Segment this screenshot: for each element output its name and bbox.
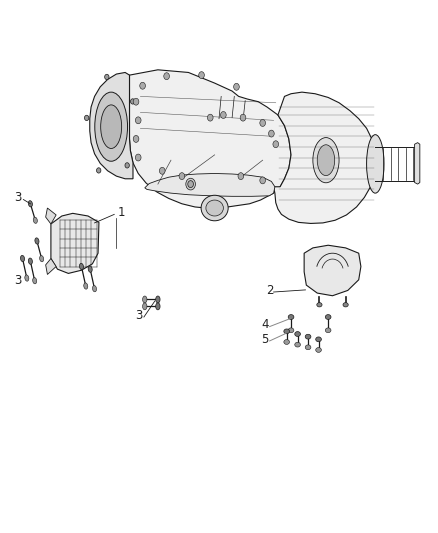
Ellipse shape: [316, 348, 321, 352]
Ellipse shape: [33, 217, 37, 223]
Ellipse shape: [96, 168, 101, 173]
Ellipse shape: [28, 258, 32, 264]
Ellipse shape: [79, 263, 84, 270]
Ellipse shape: [84, 283, 88, 289]
Ellipse shape: [305, 334, 311, 339]
Text: 1: 1: [117, 206, 125, 219]
Polygon shape: [46, 259, 56, 274]
Ellipse shape: [233, 83, 239, 90]
Ellipse shape: [95, 92, 127, 161]
Ellipse shape: [295, 342, 300, 347]
Ellipse shape: [143, 296, 147, 303]
Ellipse shape: [28, 200, 32, 207]
Ellipse shape: [92, 286, 96, 292]
Text: 4: 4: [261, 318, 268, 331]
Ellipse shape: [316, 337, 321, 342]
Ellipse shape: [295, 332, 300, 336]
Ellipse shape: [140, 82, 145, 89]
Ellipse shape: [133, 135, 139, 142]
Ellipse shape: [199, 71, 205, 78]
Text: 3: 3: [135, 309, 142, 321]
Ellipse shape: [343, 303, 348, 307]
Ellipse shape: [105, 74, 109, 79]
Text: 3: 3: [14, 273, 21, 287]
Ellipse shape: [101, 105, 122, 149]
Ellipse shape: [317, 145, 335, 175]
Ellipse shape: [201, 195, 228, 221]
Polygon shape: [46, 208, 56, 224]
Ellipse shape: [188, 181, 194, 188]
Ellipse shape: [88, 266, 92, 272]
Text: 3: 3: [14, 191, 21, 204]
Ellipse shape: [164, 72, 170, 79]
Ellipse shape: [313, 138, 339, 183]
Ellipse shape: [39, 255, 44, 262]
Ellipse shape: [273, 141, 279, 148]
Ellipse shape: [325, 328, 331, 333]
Ellipse shape: [208, 114, 213, 121]
Ellipse shape: [367, 135, 384, 193]
Ellipse shape: [143, 303, 147, 310]
Ellipse shape: [238, 173, 244, 180]
Ellipse shape: [305, 345, 311, 350]
Ellipse shape: [325, 314, 331, 319]
Polygon shape: [304, 245, 361, 296]
Polygon shape: [51, 213, 99, 273]
Ellipse shape: [155, 296, 160, 303]
Text: 5: 5: [261, 333, 268, 345]
Ellipse shape: [260, 119, 265, 126]
Ellipse shape: [25, 275, 29, 281]
Ellipse shape: [159, 167, 165, 174]
Ellipse shape: [288, 328, 294, 333]
Polygon shape: [274, 92, 375, 223]
Ellipse shape: [133, 98, 139, 105]
Polygon shape: [145, 173, 275, 196]
Polygon shape: [130, 70, 291, 208]
Ellipse shape: [21, 255, 25, 262]
Ellipse shape: [135, 117, 141, 124]
Ellipse shape: [131, 99, 135, 104]
Ellipse shape: [125, 163, 129, 168]
Ellipse shape: [179, 173, 185, 180]
Ellipse shape: [284, 340, 290, 344]
Ellipse shape: [268, 130, 274, 137]
Ellipse shape: [35, 238, 39, 244]
Ellipse shape: [284, 329, 290, 334]
Ellipse shape: [240, 114, 246, 121]
Ellipse shape: [288, 314, 294, 319]
Ellipse shape: [220, 111, 226, 118]
Ellipse shape: [33, 278, 37, 284]
Ellipse shape: [135, 154, 141, 161]
Text: 2: 2: [266, 284, 274, 296]
Ellipse shape: [260, 177, 265, 184]
Ellipse shape: [186, 178, 195, 190]
Ellipse shape: [155, 303, 160, 310]
Ellipse shape: [317, 303, 322, 307]
Polygon shape: [415, 143, 420, 184]
Ellipse shape: [206, 200, 223, 216]
Ellipse shape: [85, 115, 89, 120]
Polygon shape: [90, 72, 133, 179]
